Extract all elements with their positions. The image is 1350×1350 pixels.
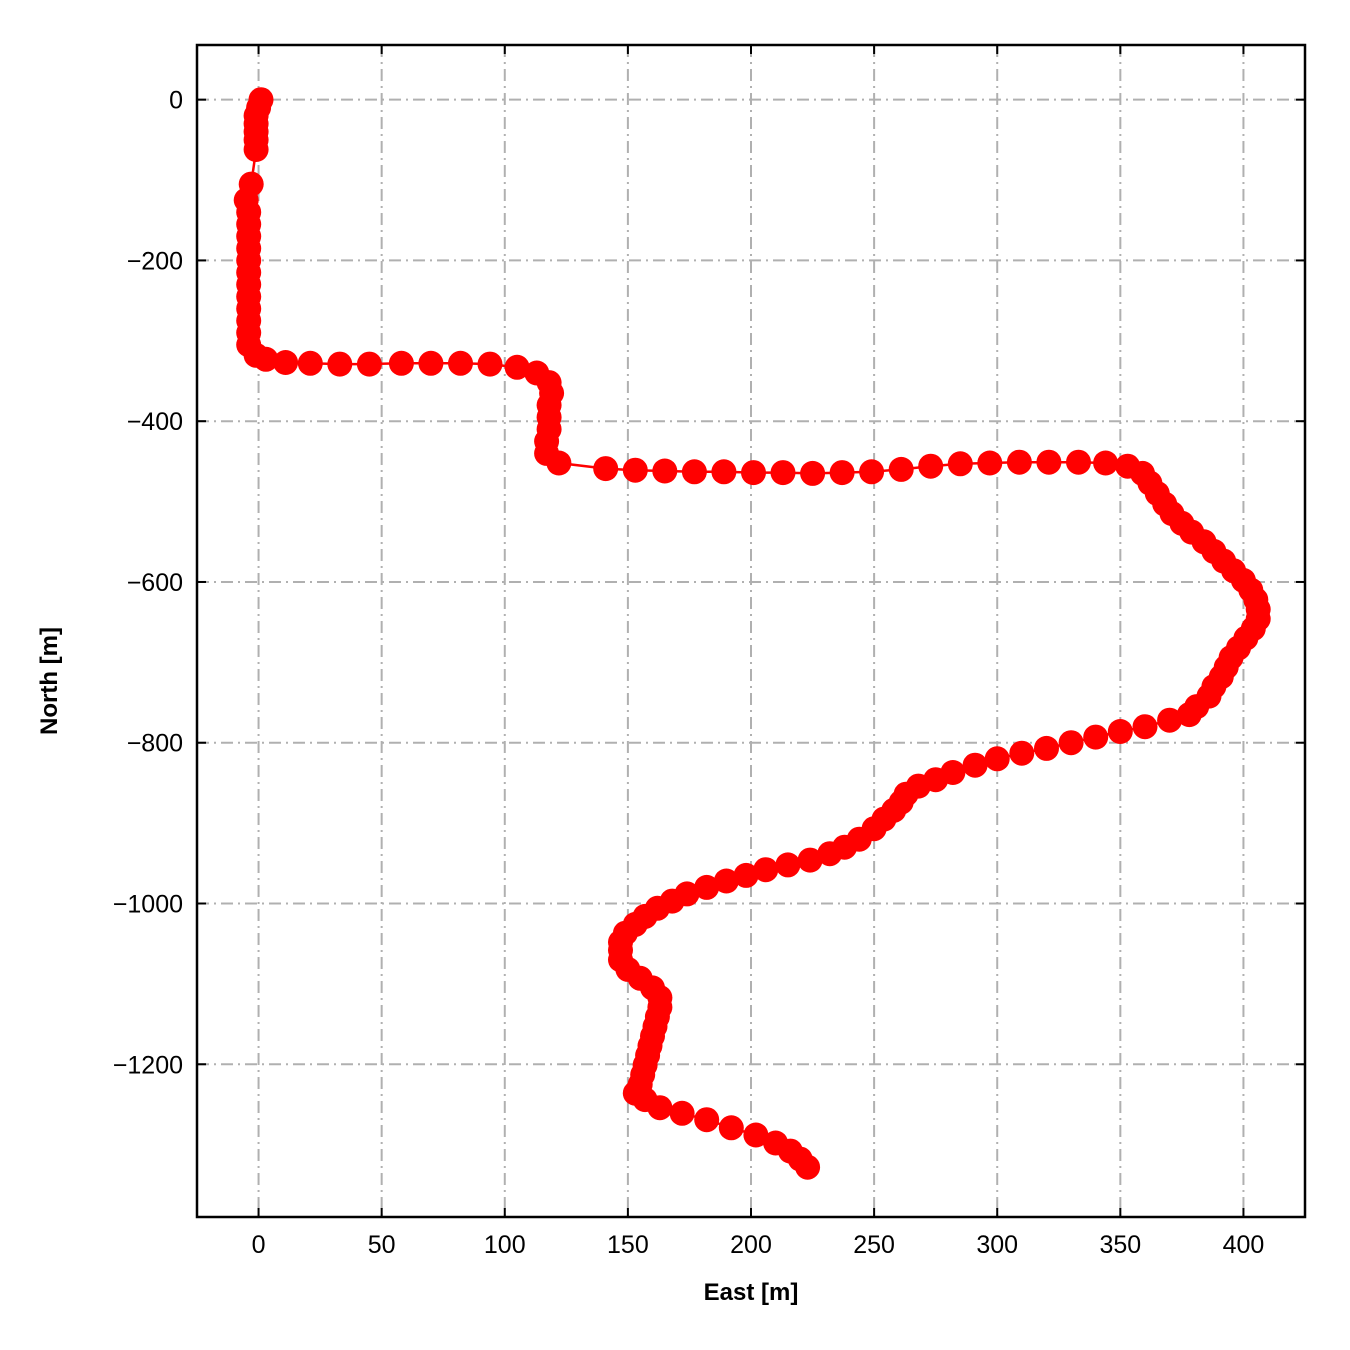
data-point — [273, 350, 299, 375]
data-point — [243, 137, 269, 162]
axis-ticks: 0 50 100 150 200 250 300 350 400 0 −200 −400 −600 −80… — [113, 45, 1305, 1259]
x-tick-label: 100 — [484, 1231, 526, 1259]
y-tick-label: −200 — [127, 247, 183, 275]
y-tick-label: −1200 — [113, 1051, 183, 1079]
data-point — [775, 852, 801, 878]
data-point — [504, 354, 530, 380]
y-axis-label: North [m] — [36, 627, 63, 735]
data-point — [593, 456, 619, 482]
data-point — [477, 351, 503, 377]
x-axis-label: East [m] — [704, 1279, 799, 1306]
data-point — [418, 350, 444, 376]
data-point — [388, 350, 414, 376]
data-point — [297, 350, 323, 376]
data-point — [718, 1115, 744, 1141]
data-point — [694, 874, 720, 900]
grid — [197, 45, 1305, 1217]
data-point — [622, 457, 648, 483]
data-point — [741, 460, 766, 486]
data-point — [743, 1122, 769, 1148]
x-tick-label: 400 — [1223, 1231, 1265, 1259]
data-point — [1058, 730, 1084, 756]
data-point — [713, 868, 739, 894]
y-tick-label: −600 — [127, 569, 183, 597]
data-point — [800, 460, 826, 486]
data-point — [1006, 449, 1032, 475]
data-point — [448, 350, 473, 376]
data-point — [1107, 719, 1133, 744]
data-point — [253, 346, 279, 372]
x-tick-label: 0 — [252, 1231, 266, 1259]
data-point — [711, 459, 737, 485]
series-trajectory — [233, 87, 1271, 1180]
y-tick-label: −800 — [127, 730, 183, 758]
x-tick-label: 350 — [1099, 1231, 1141, 1259]
data-point — [733, 862, 759, 888]
data-point — [859, 459, 885, 485]
data-point — [546, 450, 572, 476]
data-point — [1093, 450, 1119, 476]
data-point — [1157, 707, 1183, 733]
data-point — [1176, 702, 1202, 728]
y-tick-label: −400 — [127, 408, 183, 436]
data-point — [356, 351, 382, 377]
data-point — [681, 459, 707, 485]
data-point — [795, 1154, 821, 1180]
data-point — [977, 450, 1003, 476]
data-point — [947, 451, 973, 477]
data-point — [797, 847, 823, 873]
y-tick-label: 0 — [169, 87, 183, 115]
data-point — [888, 456, 914, 482]
x-tick-label: 200 — [730, 1231, 772, 1259]
x-tick-label: 150 — [607, 1231, 649, 1259]
data-point — [753, 857, 779, 883]
x-tick-label: 50 — [368, 1231, 396, 1259]
data-point — [647, 1095, 673, 1121]
x-tick-label: 250 — [853, 1231, 895, 1259]
data-point — [652, 458, 678, 484]
data-point — [962, 752, 988, 778]
data-point — [1132, 714, 1158, 740]
data-point — [1009, 740, 1035, 766]
x-tick-label: 300 — [976, 1231, 1018, 1259]
data-point — [327, 351, 353, 377]
data-point — [1083, 724, 1109, 750]
data-point — [984, 746, 1010, 772]
data-point — [829, 460, 855, 486]
data-point — [669, 1100, 695, 1126]
data-point — [1034, 735, 1059, 761]
plot-frame — [195, 43, 1307, 1219]
data-point — [817, 841, 843, 867]
data-point — [1036, 449, 1062, 475]
data-point — [694, 1107, 720, 1133]
data-point — [918, 453, 944, 479]
data-point — [770, 460, 796, 486]
y-tick-label: −1000 — [113, 891, 183, 919]
data-point — [1066, 449, 1091, 475]
